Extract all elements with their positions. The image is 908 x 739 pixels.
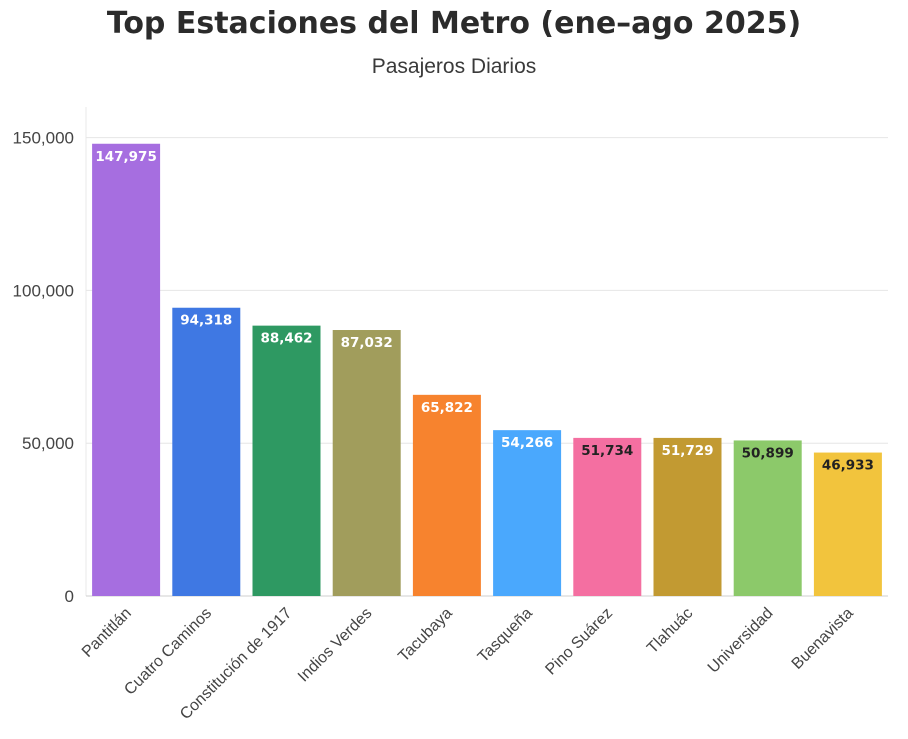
data-label: 88,462: [260, 331, 312, 347]
x-tick-label: Tasqueña: [475, 605, 536, 666]
chart-subtitle: Pasajeros Diarios: [371, 55, 537, 78]
y-tick-label: 100,000: [13, 281, 74, 300]
data-label: 65,822: [421, 400, 473, 416]
data-label: 46,933: [822, 458, 874, 474]
data-label: 147,975: [95, 149, 157, 165]
bar: [252, 325, 321, 596]
bar: [493, 430, 562, 596]
x-tick-label: Cuatro Caminos: [121, 605, 215, 699]
data-label: 50,899: [742, 445, 794, 461]
y-axis: 0 50,000 100,000 150,000: [13, 129, 74, 606]
bar: [92, 143, 161, 596]
x-tick-label: Pino Suárez: [542, 605, 616, 679]
y-tick-label: 50,000: [22, 434, 74, 453]
bars: [92, 143, 882, 596]
chart-title: Top Estaciones del Metro (ene–ago 2025): [106, 6, 802, 41]
x-tick-label: Universidad: [705, 605, 777, 677]
data-label: 87,032: [341, 335, 393, 351]
data-label: 94,318: [180, 313, 232, 329]
bar: [172, 307, 241, 596]
bar: [653, 437, 722, 596]
x-tick-label: Pantitlán: [79, 605, 135, 661]
bar: [332, 330, 401, 596]
data-label: 51,729: [661, 443, 713, 459]
bar: [813, 452, 882, 596]
data-label: 51,734: [581, 443, 633, 459]
y-tick-label: 150,000: [13, 129, 74, 148]
x-tick-label: Indios Verdes: [295, 605, 376, 686]
x-tick-label: Buenavista: [789, 605, 857, 673]
bar: [573, 437, 642, 596]
data-labels: 147,975 94,318 88,462 87,032 65,822 54,266 51,…: [95, 149, 874, 474]
bar: [412, 394, 481, 596]
x-tick-label: Tacubaya: [395, 605, 456, 666]
x-tick-label: Tlahuác: [644, 605, 696, 657]
data-label: 54,266: [501, 435, 553, 451]
bar: [733, 440, 802, 596]
y-tick-label: 0: [65, 587, 74, 606]
